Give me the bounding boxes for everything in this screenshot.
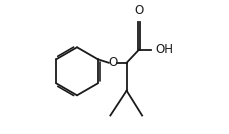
Text: O: O [134,4,143,17]
Text: OH: OH [155,43,172,56]
Text: O: O [108,56,117,69]
